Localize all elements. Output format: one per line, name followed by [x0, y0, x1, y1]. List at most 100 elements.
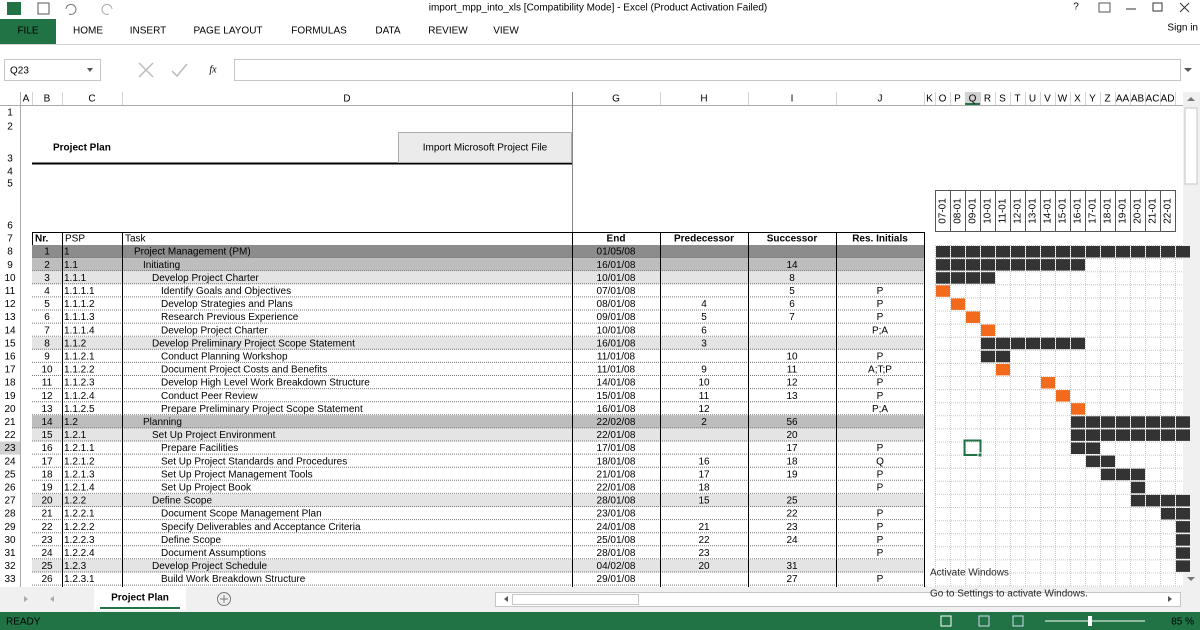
cell-psp[interactable]: 1.1.1.2 — [64, 299, 95, 310]
help-button[interactable]: ? — [1073, 2, 1079, 13]
horizontal-scrollbar[interactable] — [495, 592, 1181, 607]
cell-nr[interactable]: 12 — [41, 391, 53, 402]
column-header[interactable]: P — [954, 94, 961, 105]
cell-task[interactable]: Project Management (PM) — [134, 247, 251, 258]
cell-successor[interactable]: 56 — [786, 417, 798, 428]
cell-successor[interactable]: 20 — [786, 430, 798, 441]
column-header[interactable]: X — [1074, 94, 1081, 105]
column-header[interactable]: V — [1044, 94, 1051, 105]
row-header[interactable]: 5 — [7, 179, 13, 190]
row-header[interactable]: 1 — [7, 108, 13, 119]
cell-end[interactable]: 16/01/08 — [597, 338, 636, 349]
column-header[interactable]: AB — [1131, 94, 1145, 105]
cell-res[interactable]: P — [877, 548, 884, 559]
cell-successor[interactable]: 11 — [787, 365, 798, 376]
row-header[interactable]: 8 — [7, 247, 13, 258]
cell-successor[interactable]: 8 — [789, 273, 795, 284]
cell-end[interactable]: 28/01/08 — [597, 496, 636, 507]
column-header[interactable]: C — [88, 94, 95, 105]
cell-end[interactable]: 09/01/08 — [597, 312, 636, 323]
cell-end[interactable]: 07/01/08 — [597, 286, 636, 297]
ribbon-tab[interactable]: FILE — [17, 26, 38, 37]
normal-view[interactable] — [940, 615, 952, 627]
cell-res[interactable]: P — [877, 535, 884, 546]
cell-nr[interactable]: 22 — [41, 522, 53, 533]
cell-res[interactable]: P — [877, 509, 884, 520]
row-header[interactable]: 28 — [4, 509, 16, 520]
cell-task[interactable]: Develop Preliminary Project Scope Statem… — [152, 338, 355, 349]
cell-nr[interactable]: 2 — [44, 260, 50, 271]
cell-predecessor[interactable]: 2 — [701, 417, 707, 428]
cell-end[interactable]: 23/01/08 — [597, 509, 636, 520]
ribbon-tab[interactable]: FORMULAS — [291, 26, 347, 37]
column-header[interactable]: W — [1058, 94, 1068, 105]
column-header[interactable]: R — [984, 94, 991, 105]
cell-predecessor[interactable]: 21 — [698, 522, 710, 533]
row-header[interactable]: 6 — [7, 221, 13, 232]
restore-button[interactable] — [1152, 2, 1163, 12]
cell-res[interactable]: P — [877, 286, 884, 297]
save-icon[interactable] — [37, 2, 50, 15]
cell-selection[interactable] — [963, 439, 982, 456]
cell-task[interactable]: Develop Project Charter — [152, 273, 259, 284]
column-header[interactable]: G — [612, 94, 620, 105]
cell-predecessor[interactable]: 15 — [698, 496, 710, 507]
cell-end[interactable]: 18/01/08 — [597, 456, 636, 467]
cell-predecessor[interactable]: 11 — [699, 391, 710, 402]
cell-successor[interactable]: 18 — [786, 456, 798, 467]
cell-psp[interactable]: 1.1.1 — [64, 273, 87, 284]
row-header[interactable]: 22 — [4, 430, 16, 441]
enter-icon[interactable] — [171, 63, 188, 78]
cell-psp[interactable]: 1.2.1.3 — [64, 469, 95, 480]
column-header[interactable]: Z — [1104, 94, 1110, 105]
cell-end[interactable]: 15/01/08 — [597, 391, 636, 402]
row-header[interactable]: 32 — [4, 561, 16, 572]
row-header[interactable]: 33 — [4, 574, 16, 585]
cell-psp[interactable]: 1.1.2.3 — [64, 378, 95, 389]
cell-end[interactable]: 24/01/08 — [597, 522, 636, 533]
cancel-icon[interactable] — [138, 62, 154, 78]
cell-successor[interactable]: 12 — [786, 378, 798, 389]
cell-task[interactable]: Prepare Preliminary Project Scope Statem… — [161, 404, 363, 415]
cell-end[interactable]: 01/05/08 — [597, 247, 636, 258]
cell-psp[interactable]: 1.2.2.4 — [64, 548, 95, 559]
cell-task[interactable]: Prepare Facilities — [161, 443, 238, 454]
column-header[interactable]: J — [878, 94, 883, 105]
sheet-tab[interactable]: Project Plan — [111, 593, 169, 604]
row-header[interactable]: 14 — [4, 325, 16, 336]
scroll-thumb[interactable] — [1184, 107, 1198, 185]
cell-successor[interactable]: 25 — [786, 496, 798, 507]
cell-predecessor[interactable]: 4 — [701, 299, 707, 310]
cell-task[interactable]: Planning — [143, 417, 182, 428]
cell-psp[interactable]: 1.2.2 — [64, 496, 87, 507]
cell-psp[interactable]: 1.1.2.5 — [64, 404, 95, 415]
cell-nr[interactable]: 3 — [44, 273, 50, 284]
cell-psp[interactable]: 1.2 — [64, 417, 78, 428]
name-box-dropdown[interactable] — [87, 68, 93, 72]
row-header[interactable]: 3 — [7, 154, 13, 165]
cell-end[interactable]: 22/01/08 — [597, 430, 636, 441]
cell-nr[interactable]: 19 — [41, 482, 53, 493]
cell-nr[interactable]: 16 — [41, 443, 53, 454]
cell-predecessor[interactable]: 16 — [698, 456, 710, 467]
row-header[interactable]: 2 — [7, 122, 13, 133]
cell-psp[interactable]: 1.2.2.3 — [64, 535, 95, 546]
cell-successor[interactable]: 27 — [786, 574, 798, 585]
cell-res[interactable]: P — [877, 574, 884, 585]
cell-successor[interactable]: 17 — [786, 443, 798, 454]
cell-nr[interactable]: 25 — [41, 561, 53, 572]
cell-res[interactable]: P — [877, 391, 884, 402]
row-header[interactable]: 25 — [4, 469, 16, 480]
cell-nr[interactable]: 26 — [41, 574, 53, 585]
cell-nr[interactable]: 5 — [44, 299, 50, 310]
ribbon-tab[interactable]: VIEW — [493, 26, 519, 37]
cell-res[interactable]: P — [877, 482, 884, 493]
cell-predecessor[interactable]: 6 — [701, 325, 707, 336]
cell-successor[interactable]: 14 — [786, 260, 798, 271]
cell-res[interactable]: P;A — [872, 404, 888, 415]
file-tab-bg[interactable] — [0, 19, 56, 44]
row-header[interactable]: 10 — [4, 273, 16, 284]
redo-icon[interactable] — [101, 3, 113, 15]
row-header[interactable]: 30 — [4, 535, 16, 546]
cell-nr[interactable]: 9 — [44, 351, 50, 362]
